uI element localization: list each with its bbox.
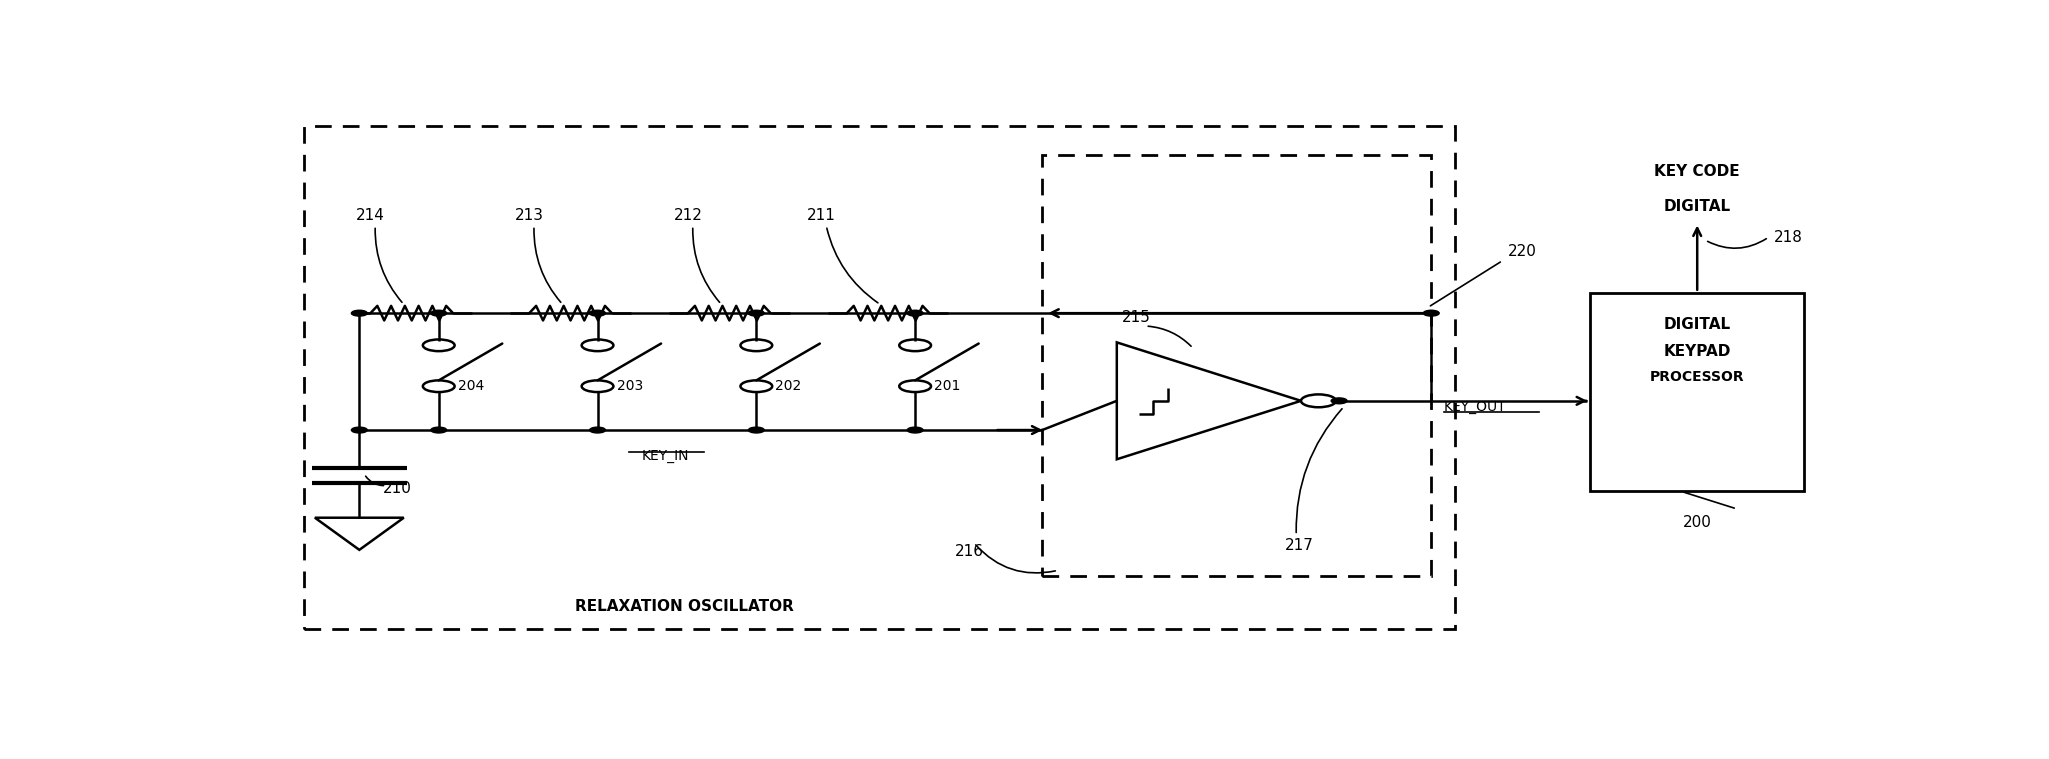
Text: 217: 217 — [1285, 538, 1313, 553]
Text: 203: 203 — [617, 380, 643, 393]
Text: 211: 211 — [807, 207, 836, 222]
Circle shape — [430, 427, 447, 433]
Circle shape — [590, 427, 607, 433]
Bar — [1043, 156, 1432, 576]
Text: 213: 213 — [514, 207, 543, 222]
Text: KEYPAD: KEYPAD — [1664, 344, 1731, 359]
Text: 212: 212 — [674, 207, 703, 222]
Text: 201: 201 — [934, 380, 961, 393]
Circle shape — [748, 310, 764, 316]
Text: KEY CODE: KEY CODE — [1654, 164, 1740, 179]
Circle shape — [352, 310, 367, 316]
Circle shape — [1332, 398, 1346, 404]
Text: 214: 214 — [357, 207, 385, 222]
Circle shape — [908, 310, 924, 316]
Text: 210: 210 — [383, 481, 412, 496]
Text: 200: 200 — [1682, 515, 1711, 530]
Text: 220: 220 — [1508, 244, 1537, 260]
Text: 216: 216 — [955, 544, 984, 559]
Text: 204: 204 — [457, 380, 484, 393]
Bar — [1590, 293, 1805, 491]
Circle shape — [1424, 310, 1438, 316]
Circle shape — [430, 310, 447, 316]
Bar — [303, 126, 1455, 628]
Text: DIGITAL: DIGITAL — [1664, 317, 1731, 332]
Text: DIGITAL: DIGITAL — [1664, 199, 1731, 214]
Circle shape — [908, 427, 924, 433]
Text: 202: 202 — [775, 380, 801, 393]
Text: KEY_OUT: KEY_OUT — [1445, 400, 1506, 414]
Text: KEY_IN: KEY_IN — [641, 449, 691, 463]
Circle shape — [352, 427, 367, 433]
Text: 215: 215 — [1121, 310, 1149, 325]
Text: PROCESSOR: PROCESSOR — [1649, 370, 1744, 385]
Circle shape — [590, 310, 607, 316]
Text: RELAXATION OSCILLATOR: RELAXATION OSCILLATOR — [576, 599, 795, 614]
Circle shape — [748, 427, 764, 433]
Text: 218: 218 — [1774, 230, 1803, 244]
